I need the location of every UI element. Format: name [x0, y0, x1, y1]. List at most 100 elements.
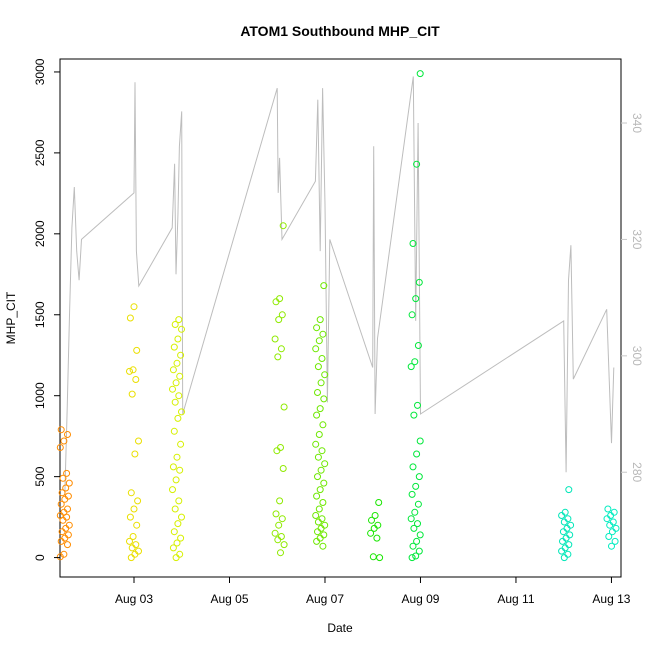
data-point	[176, 372, 184, 380]
data-point	[169, 544, 177, 552]
point-cluster	[407, 70, 424, 562]
data-point	[170, 343, 178, 351]
data-point	[317, 524, 325, 532]
data-point	[411, 508, 419, 516]
data-point	[57, 537, 65, 545]
x-tick-label: Aug 11	[497, 592, 534, 606]
data-point	[131, 450, 139, 458]
y2-tick-label: 340	[630, 113, 644, 133]
data-point	[65, 521, 73, 529]
data-point	[275, 316, 283, 324]
data-point	[279, 222, 287, 230]
data-point	[129, 533, 137, 540]
data-point	[414, 520, 421, 528]
point-cluster	[367, 499, 384, 562]
data-point	[178, 513, 185, 521]
data-point	[313, 324, 321, 332]
data-point	[370, 524, 378, 532]
data-point	[413, 537, 421, 545]
data-point	[566, 531, 574, 539]
data-point	[408, 490, 416, 498]
data-point	[610, 508, 618, 516]
y-tick-label: 1000	[33, 382, 47, 409]
point-cluster	[271, 222, 288, 557]
data-point	[313, 537, 321, 545]
data-point	[606, 521, 614, 529]
data-point	[56, 444, 64, 451]
data-point	[65, 479, 73, 487]
data-point	[376, 554, 384, 562]
data-point	[408, 311, 416, 319]
point-cluster	[56, 426, 73, 561]
data-point	[415, 473, 423, 481]
data-point	[274, 353, 282, 361]
data-point	[314, 389, 321, 396]
data-point	[173, 359, 181, 367]
data-point	[59, 474, 67, 482]
data-point	[277, 533, 285, 540]
data-point	[169, 385, 176, 393]
data-point	[170, 427, 178, 435]
data-point	[313, 411, 321, 419]
data-point	[272, 510, 280, 518]
y-tick-label: 0	[33, 554, 47, 561]
data-point	[134, 497, 142, 505]
data-point	[416, 70, 424, 78]
data-point	[172, 476, 180, 484]
data-point	[319, 542, 327, 550]
data-point	[562, 534, 570, 542]
data-point	[58, 489, 66, 497]
data-point	[373, 534, 381, 542]
data-point	[170, 528, 178, 536]
data-point	[177, 351, 185, 359]
data-point	[416, 437, 424, 445]
data-point	[314, 453, 322, 461]
data-point	[169, 366, 177, 374]
data-point	[64, 492, 72, 500]
point-cluster	[126, 303, 142, 562]
plot-frame	[59, 58, 622, 578]
data-point	[314, 528, 321, 536]
data-point	[316, 486, 324, 494]
data-point	[174, 414, 182, 422]
data-point	[133, 521, 141, 529]
data-point	[565, 541, 573, 549]
data-point	[559, 537, 566, 545]
data-point	[558, 512, 566, 519]
x-axis-label: Date	[327, 621, 353, 635]
data-point	[316, 316, 324, 324]
data-point	[564, 550, 572, 558]
data-point	[561, 508, 569, 516]
data-point	[318, 447, 326, 455]
data-point	[174, 335, 182, 343]
data-point	[64, 505, 71, 513]
data-point	[564, 515, 572, 523]
data-point	[408, 554, 416, 562]
point-cluster	[558, 486, 575, 562]
data-point	[172, 379, 180, 387]
data-point	[318, 515, 326, 523]
data-point	[173, 539, 181, 547]
data-point	[271, 529, 279, 537]
data-point	[315, 337, 323, 345]
data-point	[273, 447, 281, 455]
y-tick-label: 3000	[33, 58, 47, 85]
data-point	[127, 489, 135, 497]
data-point	[64, 531, 72, 539]
data-point	[278, 515, 286, 523]
data-point	[278, 311, 286, 319]
data-point	[407, 515, 415, 523]
data-point	[176, 466, 184, 474]
data-point	[171, 321, 179, 328]
y-tick-label: 1500	[33, 301, 47, 328]
data-point	[62, 484, 70, 492]
data-point	[176, 550, 184, 558]
data-point	[608, 542, 615, 550]
data-point	[320, 531, 328, 539]
y2-tick-label: 320	[630, 229, 644, 249]
y-axis-label: MHP_CIT	[4, 291, 18, 344]
data-point	[313, 492, 321, 500]
data-point	[171, 505, 179, 513]
data-point	[320, 395, 328, 403]
point-cluster	[312, 282, 329, 550]
